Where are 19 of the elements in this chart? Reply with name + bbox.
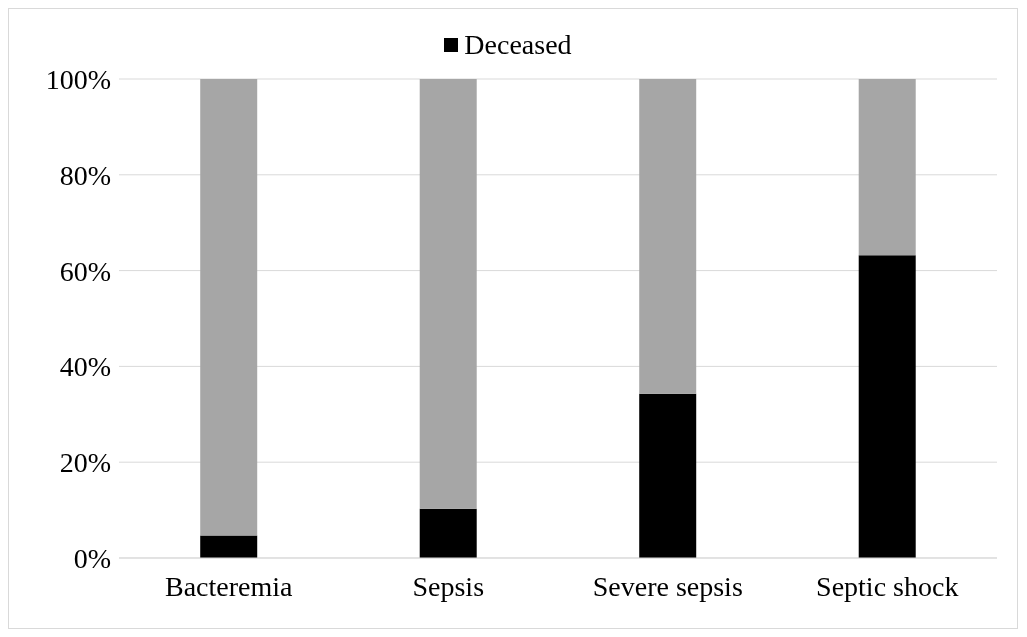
y-tick-label: 0%: [73, 542, 111, 574]
bar: [639, 79, 697, 394]
bar: [858, 79, 916, 256]
legend-label: Deceased: [464, 29, 572, 61]
bar: [419, 79, 477, 509]
y-tick-label: 100%: [45, 63, 111, 95]
y-tick-label: 40%: [59, 351, 111, 383]
x-tick-label: Sepsis: [412, 570, 485, 602]
bar: [200, 79, 258, 536]
y-tick-label: 80%: [59, 159, 111, 191]
bar: [858, 255, 916, 558]
bar: [419, 508, 477, 558]
bar: [200, 535, 258, 558]
y-tick-label: 20%: [59, 447, 111, 479]
bar: [639, 393, 697, 558]
x-tick-label: Septic shock: [816, 570, 959, 602]
x-tick-label: Bacteremia: [165, 570, 294, 602]
y-tick-label: 60%: [59, 255, 111, 287]
x-tick-label: Severe sepsis: [592, 570, 743, 602]
